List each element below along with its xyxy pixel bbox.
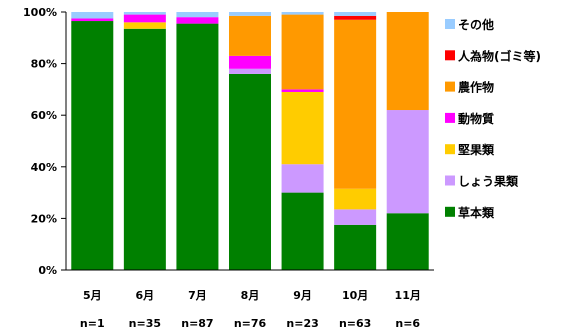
bar-segment [334, 209, 377, 225]
bar-segment [123, 12, 166, 15]
bar-segment [334, 224, 377, 270]
x-tick-label: 6月 [136, 289, 155, 302]
x-tick-label: 5月 [83, 289, 102, 302]
legend-label: しょう果類 [458, 174, 519, 189]
bar-segment [334, 12, 377, 16]
sample-size-label: n=23 [286, 317, 318, 330]
sample-size-label: n=35 [129, 317, 161, 330]
bar-segment [71, 18, 114, 22]
y-tick-label: 60% [31, 109, 57, 122]
bar-segment [123, 28, 166, 270]
bar-segment [229, 55, 271, 69]
legend-swatch [445, 206, 455, 217]
sample-size-label: n=1 [80, 317, 105, 330]
bar-segment [176, 23, 219, 270]
bar-segment [334, 15, 377, 20]
sample-size-label: n=87 [181, 317, 213, 330]
x-tick-label: 10月 [342, 289, 368, 302]
bar-segment [123, 14, 166, 23]
legend-label: 人為物(ゴミ等) [458, 48, 541, 63]
sample-size-label: n=63 [339, 317, 371, 330]
bar-segment [281, 12, 324, 15]
legend-swatch [445, 175, 455, 186]
x-tick-label: 8月 [241, 289, 260, 302]
legend-label: 堅果類 [458, 142, 495, 157]
bar-segment [229, 15, 271, 56]
bar-segment [281, 164, 324, 193]
bars [71, 12, 429, 271]
bar-segment [71, 12, 114, 19]
bar-segment [229, 12, 271, 16]
bar-segment [281, 14, 324, 90]
y-tick-label: 0% [38, 264, 57, 277]
x-tick-label: 7月 [188, 289, 207, 302]
bar-segment [334, 19, 377, 189]
legend-label: 農作物 [458, 80, 494, 95]
y-axis: 0% 20% 40% 60% 80% 100% [23, 6, 67, 277]
sample-size-label: n=6 [395, 317, 420, 330]
y-tick-label: 100% [23, 6, 57, 19]
bar-segment [176, 12, 219, 18]
bar-segment [123, 22, 166, 29]
bar-segment [281, 192, 324, 270]
bar-segment [281, 89, 324, 92]
legend-label: 動物質 [458, 111, 494, 126]
bar-segment [386, 110, 429, 214]
bar-segment [176, 17, 219, 24]
sample-size-label: n=76 [234, 317, 267, 330]
x-tick-label: 9月 [293, 289, 312, 302]
bar-segment [386, 213, 429, 270]
bar-segment [71, 21, 114, 271]
bar-segment [281, 91, 324, 165]
legend-swatch [445, 19, 455, 29]
x-axis: 5月 n=1 6月 n=35 7月 n=87 8月 n=76 9月 n=23 10月 n=63 11月 n… [66, 269, 434, 330]
y-tick-label: 40% [31, 161, 57, 174]
legend-label: 草本類 [458, 205, 495, 220]
bar-segment [229, 68, 271, 74]
legend-swatch [445, 50, 455, 61]
x-tick-label: 11月 [395, 289, 421, 302]
legend-swatch [445, 144, 455, 155]
bar-segment [334, 188, 377, 210]
legend-swatch [445, 81, 455, 92]
legend-label: その他 [458, 17, 494, 32]
bar-segment [229, 73, 271, 270]
y-tick-label: 80% [31, 58, 57, 71]
y-tick-label: 20% [31, 212, 57, 225]
legend-swatch [445, 112, 455, 123]
bar-segment [386, 12, 429, 111]
